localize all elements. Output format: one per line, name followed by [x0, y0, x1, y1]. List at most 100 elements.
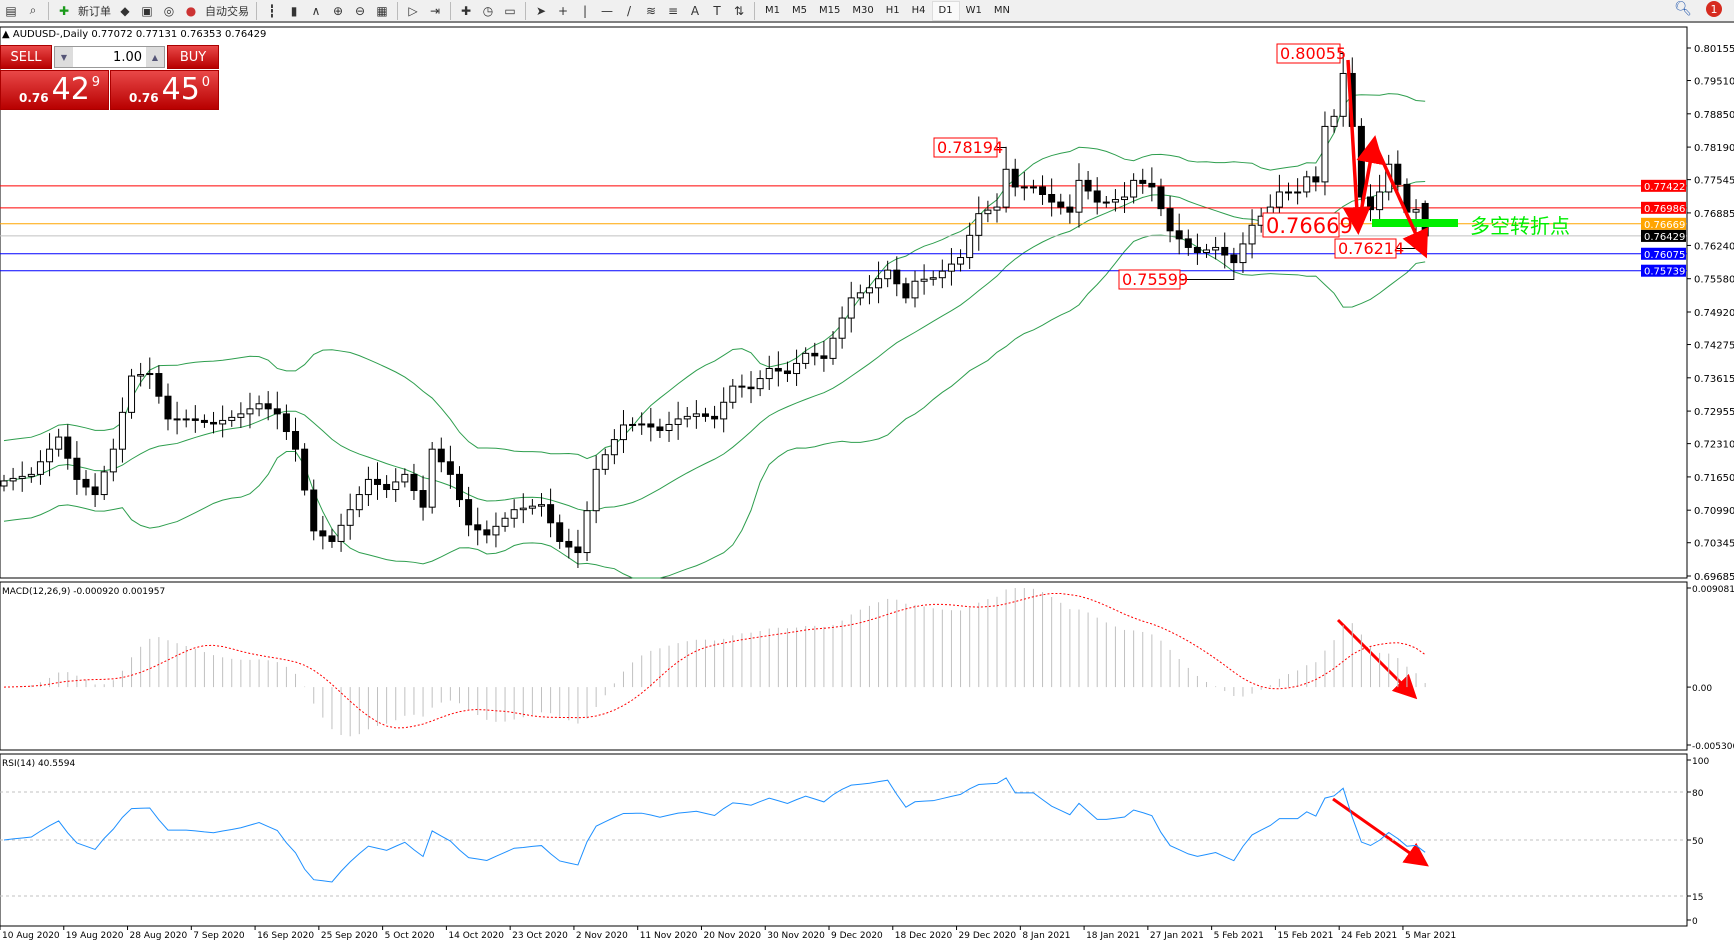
candle[interactable]	[547, 504, 555, 524]
notification-badge[interactable]: 1	[1706, 1, 1722, 17]
candle[interactable]	[565, 540, 573, 548]
candle[interactable]	[1002, 168, 1010, 208]
candle[interactable]	[519, 507, 527, 511]
candle[interactable]	[446, 461, 454, 475]
candle[interactable]	[947, 263, 955, 272]
candle[interactable]	[146, 373, 154, 376]
candle[interactable]	[1312, 176, 1320, 183]
candle[interactable]	[355, 494, 363, 511]
timeframe-d1[interactable]: D1	[931, 0, 960, 21]
candle[interactable]	[1285, 191, 1293, 194]
expert-icon[interactable]: ◆	[120, 3, 130, 18]
candle[interactable]	[1367, 196, 1374, 211]
zoom-in-icon[interactable]: ⊕	[332, 3, 344, 18]
candle[interactable]	[9, 477, 17, 482]
increase-lot-icon[interactable]: ▲	[146, 47, 164, 67]
candle[interactable]	[255, 403, 263, 410]
candle[interactable]	[91, 486, 99, 496]
candle[interactable]	[1394, 163, 1402, 185]
candle[interactable]	[0, 480, 8, 487]
candle[interactable]	[237, 413, 245, 418]
candle[interactable]	[711, 415, 719, 420]
timeframe-mn[interactable]: MN	[993, 5, 1010, 16]
candle[interactable]	[820, 355, 828, 359]
trendline-icon[interactable]: /	[626, 3, 632, 18]
candle[interactable]	[465, 499, 473, 526]
candle[interactable]	[483, 529, 491, 536]
candle[interactable]	[793, 362, 801, 375]
candle[interactable]	[756, 378, 764, 390]
candle[interactable]	[82, 478, 90, 488]
indicators-icon[interactable]: ✚	[460, 3, 472, 18]
candle[interactable]	[629, 423, 637, 426]
candle[interactable]	[18, 475, 26, 479]
timeframe-m15[interactable]: M15	[819, 5, 841, 16]
candle[interactable]	[46, 448, 54, 463]
timeframe-m1[interactable]: M1	[765, 5, 780, 16]
text-label-icon[interactable]: T	[713, 3, 721, 18]
tile-icon[interactable]: ▦	[376, 3, 388, 18]
candle[interactable]	[419, 490, 427, 508]
autoscroll-icon[interactable]: ▷	[408, 3, 418, 18]
candle[interactable]	[984, 209, 992, 215]
candle[interactable]	[428, 448, 436, 508]
candle[interactable]	[100, 471, 108, 496]
candle[interactable]	[282, 413, 290, 433]
timeframe-w1[interactable]: W1	[965, 5, 982, 16]
vertical-line-icon[interactable]: |	[582, 3, 588, 18]
candle[interactable]	[1275, 191, 1283, 208]
candle[interactable]	[865, 287, 873, 294]
candle[interactable]	[619, 424, 627, 441]
candle[interactable]	[510, 509, 518, 519]
candle[interactable]	[674, 418, 682, 425]
candle[interactable]	[346, 509, 354, 526]
candle[interactable]	[920, 278, 928, 282]
candle[interactable]	[1321, 125, 1329, 183]
candle[interactable]	[1357, 125, 1365, 198]
candle[interactable]	[610, 439, 618, 456]
candle[interactable]	[1175, 230, 1183, 240]
candle[interactable]	[164, 395, 172, 420]
candle[interactable]	[902, 283, 910, 299]
candle[interactable]	[1066, 206, 1074, 213]
candle[interactable]	[884, 269, 892, 280]
candle[interactable]	[1330, 115, 1338, 127]
candle[interactable]	[929, 277, 937, 280]
candle[interactable]	[1212, 246, 1220, 251]
new-order-icon[interactable]: ✚	[58, 3, 70, 18]
candle[interactable]	[1184, 238, 1192, 248]
candle[interactable]	[957, 257, 965, 265]
candle[interactable]	[556, 522, 564, 542]
candle[interactable]	[692, 413, 700, 417]
candle[interactable]	[1011, 168, 1019, 188]
decrease-lot-icon[interactable]: ▼	[55, 47, 73, 67]
candle[interactable]	[738, 385, 746, 388]
candle[interactable]	[401, 473, 409, 483]
candle[interactable]	[1048, 193, 1056, 203]
candle[interactable]	[456, 473, 463, 501]
candle[interactable]	[64, 436, 72, 459]
candle[interactable]	[328, 535, 336, 542]
candle[interactable]	[656, 426, 664, 432]
candle[interactable]	[1102, 201, 1110, 204]
cursor-icon[interactable]: ➤	[535, 3, 547, 18]
candle[interactable]	[811, 352, 819, 357]
sell-button[interactable]: SELL	[0, 45, 52, 69]
candle[interactable]	[1239, 243, 1247, 264]
candle[interactable]	[173, 418, 181, 421]
candle[interactable]	[219, 419, 227, 425]
candle[interactable]	[847, 297, 855, 319]
text-icon[interactable]: A	[690, 3, 700, 18]
new-order-label[interactable]: 新订单	[78, 4, 111, 18]
chart-icon[interactable]: ▤	[5, 3, 17, 18]
periods-icon[interactable]: ◷	[482, 3, 494, 18]
timeframe-m30[interactable]: M30	[852, 5, 874, 16]
candle[interactable]	[474, 524, 482, 531]
timeframe-h1[interactable]: H1	[885, 5, 900, 16]
candle[interactable]	[273, 408, 281, 415]
lot-size-stepper[interactable]: ▼ ▲	[54, 46, 165, 68]
candle[interactable]	[911, 280, 919, 299]
candle[interactable]	[383, 483, 391, 491]
candle[interactable]	[118, 411, 126, 450]
candle[interactable]	[109, 448, 117, 473]
